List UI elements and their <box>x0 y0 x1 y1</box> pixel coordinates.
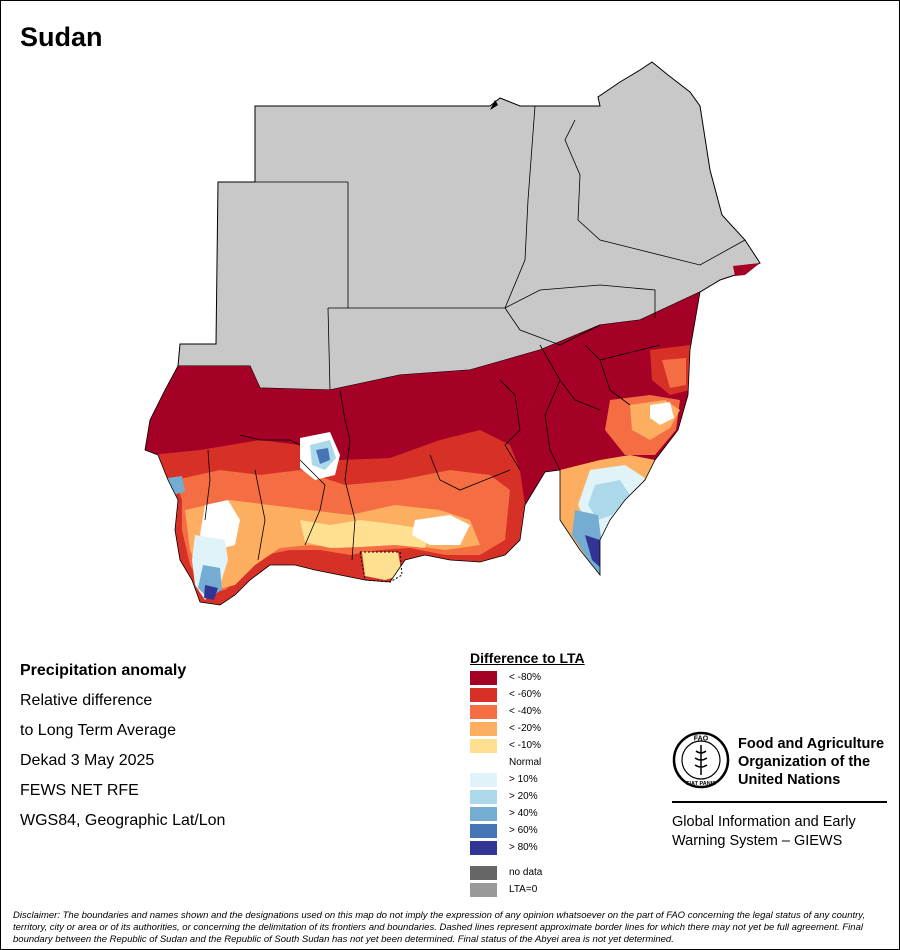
legend-swatch <box>470 671 497 685</box>
fao-name-line2: Organization of the <box>738 754 871 770</box>
fao-name-line3: United Nations <box>738 772 841 788</box>
legend-label: < -10% <box>509 740 541 751</box>
abyei-area <box>359 551 403 583</box>
legend-item: > 10% <box>470 771 585 788</box>
giews-line1: Global Information and Early <box>672 814 856 830</box>
legend-item: < -80% <box>470 669 585 686</box>
legend-extra-label: no data <box>509 867 543 878</box>
legend-extra-swatch <box>470 883 497 897</box>
legend: Difference to LTA < -80% < -60% < -40% <… <box>470 650 585 898</box>
info-line2: to Long Term Average <box>20 722 176 739</box>
giews-line2: Warning System – GIEWS <box>672 833 843 849</box>
info-projection: WGS84, Geographic Lat/Lon <box>20 812 226 829</box>
legend-label: < -40% <box>509 706 541 717</box>
coast-strip <box>733 263 760 276</box>
legend-item: Normal <box>470 754 585 771</box>
anomaly-patches <box>150 345 690 605</box>
legend-extra-item: no data <box>470 864 585 881</box>
info-heading: Precipitation anomaly <box>20 662 187 679</box>
fao-name: Food and Agriculture Organization of the… <box>738 735 898 789</box>
info-source: FEWS NET RFE <box>20 782 139 799</box>
state-boundaries <box>204 105 746 561</box>
legend-item: > 40% <box>470 805 585 822</box>
offshore-island <box>490 100 498 110</box>
south-outline <box>144 291 701 606</box>
legend-item: < -10% <box>470 737 585 754</box>
fao-logo-letters: FAO <box>694 736 709 743</box>
legend-swatch <box>470 807 497 821</box>
fao-block: FAO FIAT PANIS Food and Agriculture Orga… <box>672 731 887 849</box>
legend-label: < -80% <box>509 672 541 683</box>
legend-extra-item: LTA=0 <box>470 881 585 898</box>
info-period: Dekad 3 May 2025 <box>20 752 155 769</box>
map-title: Sudan <box>20 22 103 52</box>
legend-extra-label: LTA=0 <box>509 884 538 895</box>
legend-item: < -60% <box>470 686 585 703</box>
fao-logo-icon: FAO FIAT PANIS <box>672 731 730 789</box>
legend-item: > 80% <box>470 839 585 856</box>
legend-swatch <box>470 773 497 787</box>
legend-swatch <box>470 688 497 702</box>
legend-label: > 40% <box>509 808 538 819</box>
legend-swatch <box>470 705 497 719</box>
legend-label: < -20% <box>509 723 541 734</box>
legend-item: < -40% <box>470 703 585 720</box>
legend-swatch <box>470 739 497 753</box>
legend-item: > 20% <box>470 788 585 805</box>
legend-item: < -20% <box>470 720 585 737</box>
fao-logo-motto: FIAT PANIS <box>686 781 716 787</box>
legend-label: > 20% <box>509 791 538 802</box>
legend-label: Normal <box>509 757 542 768</box>
fao-divider <box>672 801 887 803</box>
giews-name: Global Information and Early Warning Sys… <box>672 813 892 851</box>
legend-label: > 60% <box>509 825 538 836</box>
legend-swatch <box>470 756 497 770</box>
legend-swatch <box>470 722 497 736</box>
legend-item: > 60% <box>470 822 585 839</box>
legend-label: > 80% <box>509 842 538 853</box>
legend-label: > 10% <box>509 774 538 785</box>
legend-extra-swatch <box>470 866 497 880</box>
legend-title: Difference to LTA <box>470 650 585 666</box>
map-info: Precipitation anomaly Relative differenc… <box>20 656 225 836</box>
fao-name-line1: Food and Agriculture <box>738 736 885 752</box>
info-line1: Relative difference <box>20 692 153 709</box>
legend-label: < -60% <box>509 689 541 700</box>
legend-swatch <box>470 841 497 855</box>
legend-swatch <box>470 790 497 804</box>
disclaimer: Disclaimer: The boundaries and names sho… <box>13 910 865 945</box>
legend-swatch <box>470 824 497 838</box>
sudan-map <box>144 61 761 606</box>
